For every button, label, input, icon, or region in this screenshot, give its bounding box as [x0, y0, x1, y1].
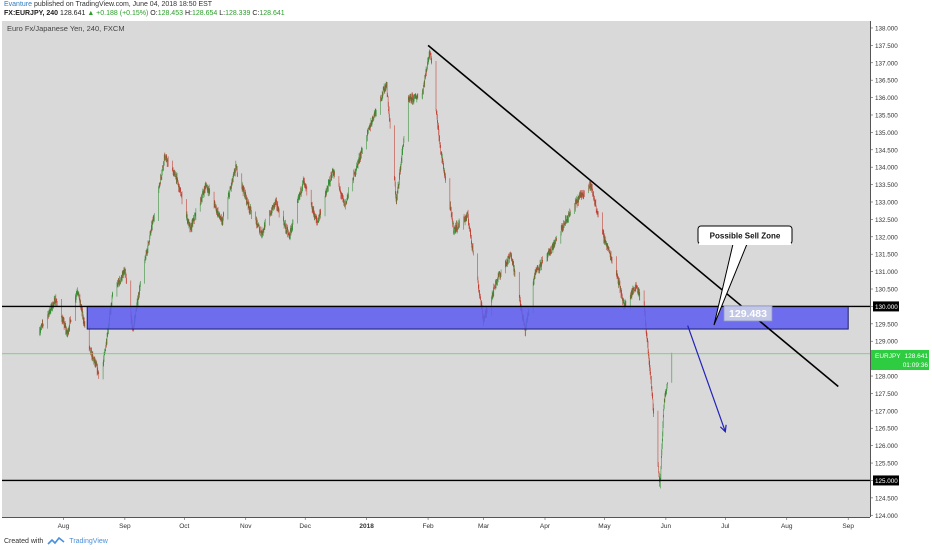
current-price-tag: EURJPY 128.641 01:09:36: [871, 350, 929, 370]
x-tick-label: May: [598, 523, 611, 530]
y-axis[interactable]: 138.000 137.500 137.000 136.500 136.000 135.5…: [870, 21, 899, 520]
x-tick-label: Jun: [661, 523, 672, 530]
y-tick-label: 134.500: [875, 147, 898, 154]
projection-arrow-head: [719, 424, 727, 434]
y-tick-label: 132.000: [875, 234, 898, 241]
y-tick-label: 128.000: [875, 374, 898, 381]
price-label-text: 129.483: [729, 308, 767, 320]
y-tick-label: 133.000: [875, 199, 898, 206]
x-tick-label: Sep: [842, 523, 854, 530]
price-chart[interactable]: Euro Fx/Japanese Yen, 240, FXCM 138.0001…: [2, 21, 930, 535]
close-label: C:: [252, 10, 260, 17]
trendline: [427, 44, 839, 388]
y-tick-label: 127.000: [875, 408, 898, 415]
y-tick-label: 125.500: [875, 461, 898, 468]
level-label-box: [873, 475, 899, 486]
close-value: 128.641: [259, 10, 285, 17]
x-tick-label: Nov: [240, 523, 252, 530]
x-tick-label: Apr: [540, 523, 551, 530]
last-price: 128.641: [60, 10, 86, 17]
callout-seam: [699, 243, 791, 245]
y-tick-label: 127.500: [875, 391, 898, 398]
y-tick-label: 135.000: [875, 130, 898, 137]
y-tick-label: 133.500: [875, 182, 898, 189]
y-tick-label: 129.500: [875, 321, 898, 328]
high-label: H:: [184, 10, 192, 17]
candles-group: [39, 49, 673, 489]
y-tick-label: 132.500: [875, 217, 898, 224]
y-tick-label: 137.500: [875, 43, 898, 50]
y-tick-label: 130.000: [875, 304, 898, 311]
x-tick-label: Dec: [299, 523, 311, 530]
y-tick-label: 124.000: [875, 513, 898, 520]
x-tick-label: Feb: [422, 523, 434, 530]
current-symbol: EURJPY: [875, 353, 901, 360]
y-tick-label: 126.500: [875, 426, 898, 433]
x-tick-label: Aug: [58, 523, 70, 530]
y-tick-label: 129.000: [875, 339, 898, 346]
current-price-value: 128.641: [905, 353, 929, 360]
current-price-box: [871, 350, 929, 370]
y-tick-label: 125.000: [875, 478, 898, 485]
low-value: 128.339: [225, 10, 251, 17]
y-tick-label: 126.000: [875, 443, 898, 450]
open-value: 128.453: [157, 10, 183, 17]
price-change: ▲ +0.188 (+0.15%): [87, 10, 149, 17]
x-tick-label: Sep: [119, 523, 131, 530]
symbol-label: FX:EURJPY, 240: [4, 10, 59, 17]
chart-area[interactable]: Euro Fx/Japanese Yen, 240, FXCM 138.000 1…: [2, 21, 930, 535]
countdown-timer: 01:09:36: [903, 362, 929, 369]
chart-title: Euro Fx/Japanese Yen, 240, FXCM: [7, 24, 125, 33]
published-text: published on TradingView.com, June 04, 2…: [32, 1, 213, 8]
y-tick-label: 131.500: [875, 252, 898, 259]
high-value: 128.654: [191, 10, 218, 17]
symbol-line: FX:EURJPY, 240 128.641 ▲ +0.188 (+0.15%)…: [4, 10, 285, 17]
y-tick-label: 137.000: [875, 60, 898, 67]
x-tick-label: Mar: [478, 523, 490, 530]
y-tick-label: 136.000: [875, 95, 898, 102]
tradingview-logo-icon: [47, 537, 65, 545]
publisher-line: Evanture published on TradingView.com, J…: [4, 1, 212, 8]
x-tick-label: 2018: [359, 523, 374, 530]
price-label-box: [723, 305, 773, 322]
y-tick-label: 135.500: [875, 112, 898, 119]
price-label-tag: 129.483: [723, 305, 773, 322]
y-tick-label: 134.000: [875, 165, 898, 172]
x-axis[interactable]: Aug Sep Oct Nov Dec 2018 Feb Mar Apr May Jun Jul Aug…: [2, 517, 870, 530]
y-tick-label: 124.500: [875, 495, 898, 502]
callout-text: Possible Sell Zone: [710, 232, 781, 241]
x-tick-label: Oct: [179, 523, 189, 530]
low-label: L:: [219, 10, 226, 17]
x-tick-label: Aug: [781, 523, 793, 530]
open-label: O:: [150, 10, 158, 17]
projection-arrow: [687, 325, 726, 432]
footer: Created with TradingView: [4, 537, 108, 546]
sell-zone-callout[interactable]: Possible Sell Zone: [697, 225, 793, 326]
y-tick-label: 138.000: [875, 25, 898, 32]
tradingview-brand[interactable]: TradingView: [69, 538, 108, 545]
y-tick-label: 130.500: [875, 287, 898, 294]
y-tick-label: 131.000: [875, 269, 898, 276]
author-link[interactable]: Evanture: [4, 1, 33, 8]
created-with-text: Created with: [4, 538, 44, 545]
x-tick-label: Jul: [721, 523, 730, 530]
level-label-box: [873, 301, 899, 312]
y-tick-label: 136.500: [875, 78, 898, 85]
